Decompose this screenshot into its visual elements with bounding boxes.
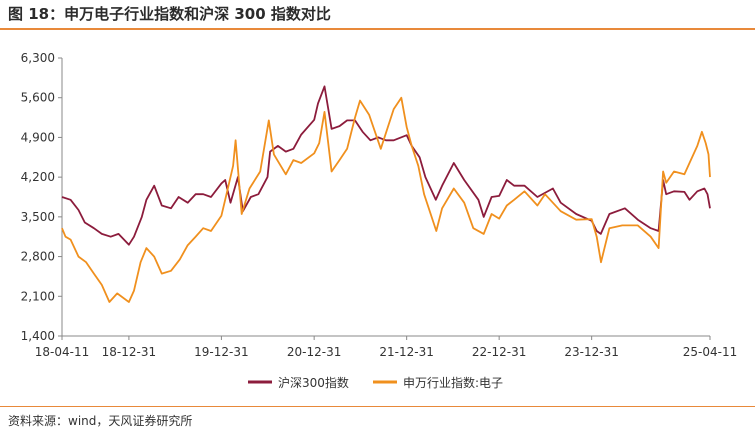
source-rule — [0, 406, 755, 407]
x-tick-label: 21-12-31 — [379, 345, 433, 359]
series-line-hs300 — [61, 85, 711, 246]
figure-title: 图 18：申万电子行业指数和沪深 300 指数对比 — [8, 5, 331, 23]
x-tick-label: 20-12-31 — [287, 345, 341, 359]
y-tick-label: 5,600 — [21, 91, 55, 105]
x-tick-label: 18-04-11 — [35, 345, 89, 359]
y-tick-label: 3,500 — [21, 210, 55, 224]
line-chart: 1,400 2,100 2,800 3,500 4,200 4,900 5,600 6,300… — [21, 51, 738, 390]
title-rule — [0, 28, 755, 30]
x-tick-label: 22-12-31 — [472, 345, 526, 359]
series-line-electronics — [61, 96, 711, 303]
y-tick-label: 6,300 — [21, 51, 55, 65]
x-tick-label: 19-12-31 — [194, 345, 248, 359]
y-tick-label: 1,400 — [21, 329, 55, 343]
x-tick-label: 18-12-31 — [102, 345, 156, 359]
legend-label: 申万行业指数:电子 — [403, 375, 503, 390]
legend-label: 沪深300指数 — [278, 375, 349, 390]
source-note: 资料来源：wind，天风证券研究所 — [8, 414, 193, 428]
y-tick-label: 2,100 — [21, 289, 55, 303]
y-tick-label: 4,900 — [21, 130, 55, 144]
y-tick-label: 2,800 — [21, 250, 55, 264]
x-tick-label: 23-12-31 — [564, 345, 618, 359]
x-tick-label: 25-04-11 — [683, 345, 737, 359]
chart-area: 1,400 2,100 2,800 3,500 4,200 4,900 5,600 6,300… — [0, 32, 755, 404]
y-tick-label: 4,200 — [21, 170, 55, 184]
